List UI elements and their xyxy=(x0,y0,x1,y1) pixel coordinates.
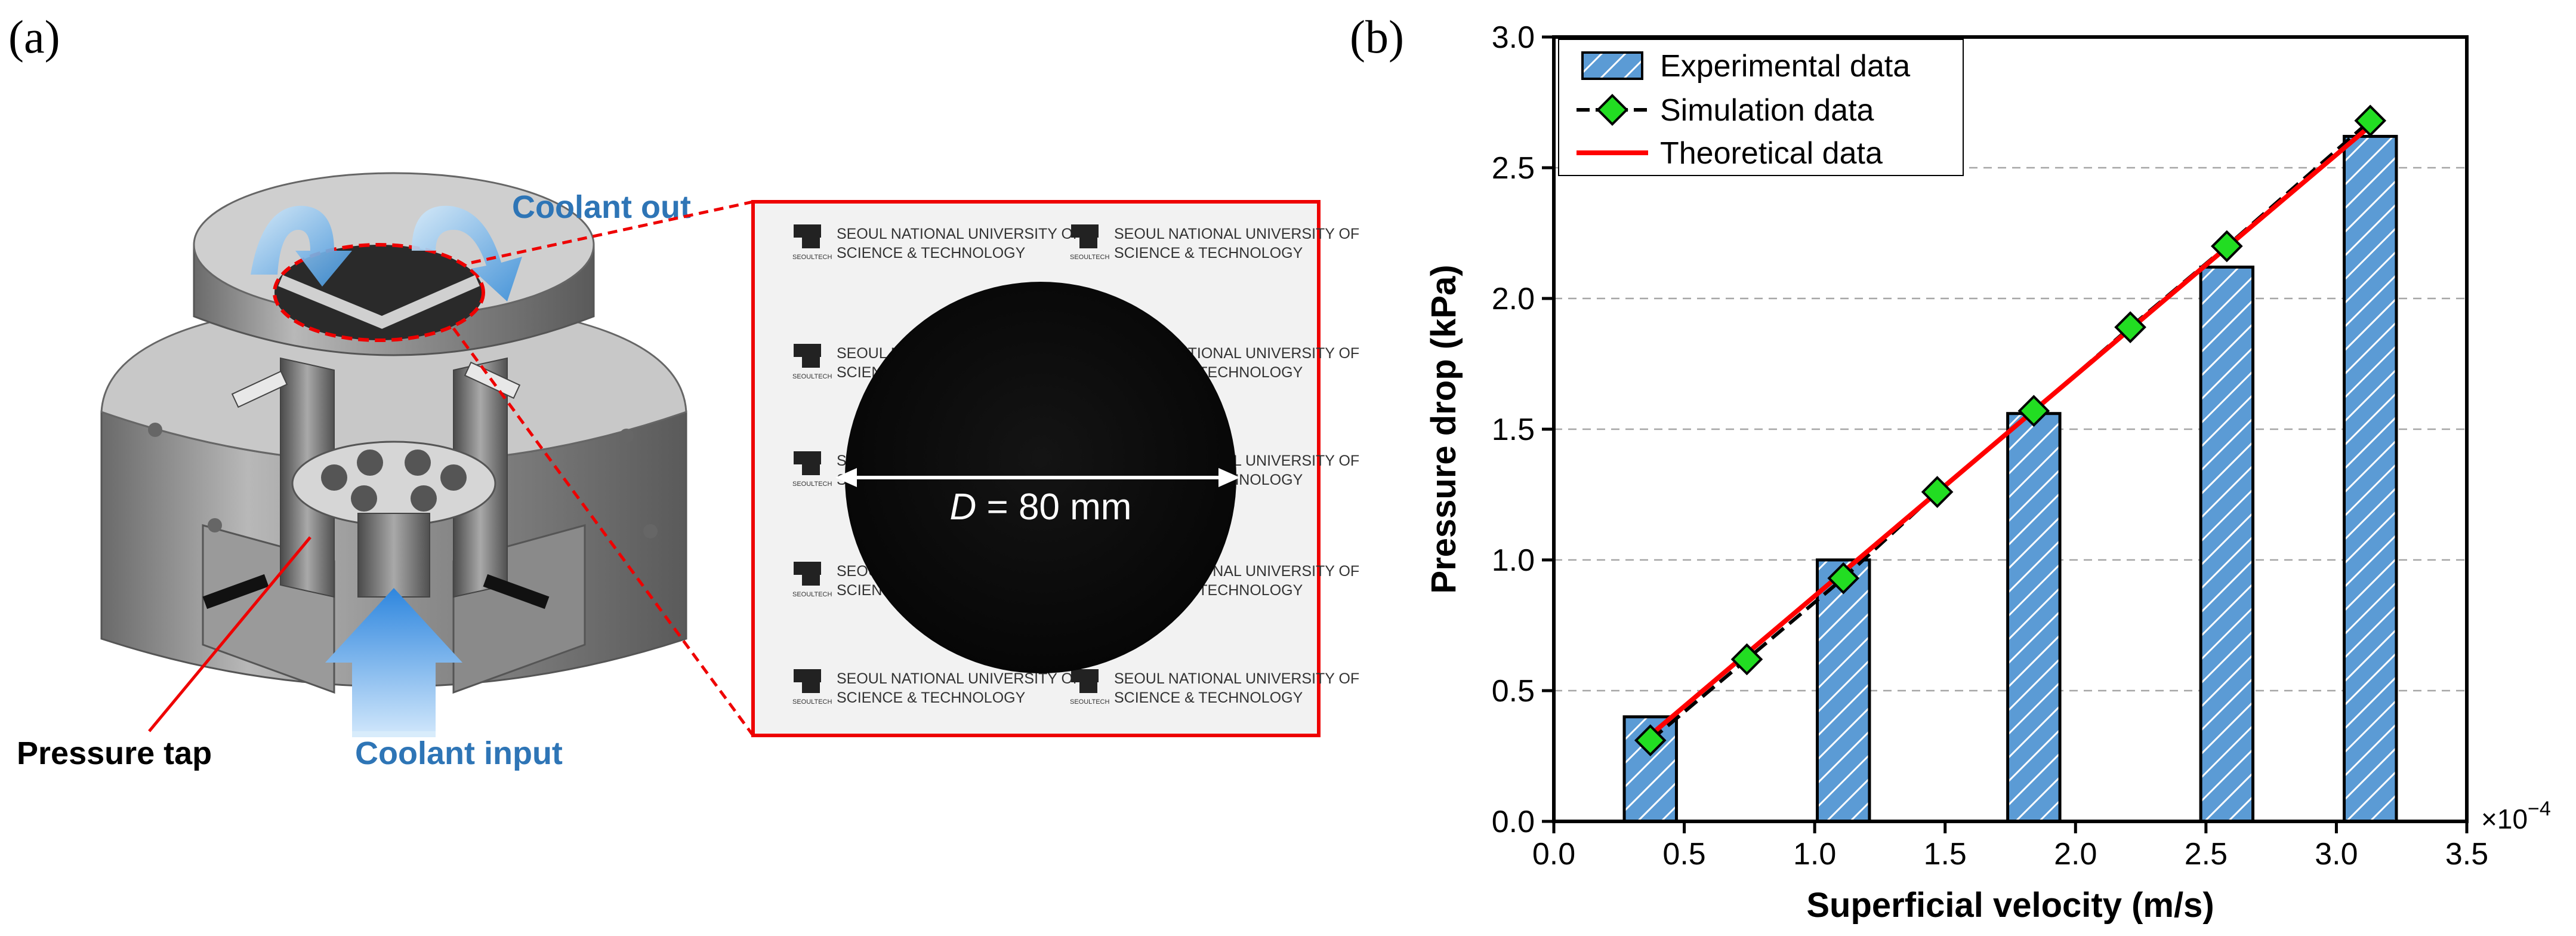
simulation-marker-4 xyxy=(2017,395,2050,427)
seoultech-logo-icon xyxy=(794,562,821,575)
x-tick-label-1: 0.5 xyxy=(1662,837,1705,872)
watermark-line2: SCIENCE & TECHNOLOGY xyxy=(837,689,1026,706)
seoultech-logo-mark xyxy=(1079,238,1097,248)
y-tick-label-4: 2.0 xyxy=(1492,282,1535,316)
dimension-arrow-left-icon xyxy=(835,468,857,487)
watermark-9: SEOULTECH SEOUL NATIONAL UNIVERSITY OF SCI… xyxy=(1070,669,1359,706)
x-tick-label-6: 3.0 xyxy=(2315,837,2358,872)
watermark-line1: SEOUL NATIONAL UNIVERSITY OF xyxy=(837,226,1082,242)
seoultech-logo-mark xyxy=(802,238,820,248)
x-axis-multiplier-base: ×10 xyxy=(2481,803,2528,835)
x-tick-label-7: 3.5 xyxy=(2445,837,2488,872)
dimension-label: D = 80 mm xyxy=(950,487,1132,528)
bar-2 xyxy=(2006,412,2062,823)
theoretical-line xyxy=(1649,124,2372,737)
seoultech-logo-icon xyxy=(1071,224,1099,238)
seoultech-logo-text: SEOULTECH xyxy=(792,698,832,706)
panel-b-label: (b) xyxy=(1350,11,1404,63)
y-tick-label-2: 1.0 xyxy=(1492,543,1535,578)
y-axis-label: Pressure drop (kPa) xyxy=(1424,264,1463,593)
seoultech-logo-text: SEOULTECH xyxy=(1070,254,1109,261)
legend-label-1: Simulation data xyxy=(1660,93,1874,128)
pressure-tap-callout: Pressure tap xyxy=(17,735,212,771)
watermark-1: SEOULTECH SEOUL NATIONAL UNIVERSITY OF SCI… xyxy=(1070,224,1359,261)
seoultech-logo-text: SEOULTECH xyxy=(792,481,832,488)
chart-lines xyxy=(1649,119,2372,742)
simulation-marker-6 xyxy=(2211,230,2243,263)
panel-a: (a) xyxy=(8,11,1359,771)
panel-b: (b) 0.0 0.5 1.0 1.5 2.0 2.5 3.0 3.5 0.0 0.5 1.0 1.5… xyxy=(1350,11,2551,925)
x-tick-label-5: 2.5 xyxy=(2185,837,2228,872)
pressure-tap-leader-line xyxy=(148,536,311,732)
coolant-input-callout: Coolant input xyxy=(355,735,563,771)
simulation-marker-7 xyxy=(2354,104,2387,137)
x-axis-multiplier-exponent: −4 xyxy=(2528,798,2551,820)
zoom-line-bottom xyxy=(452,327,755,737)
watermark-line2: SCIENCE & TECHNOLOGY xyxy=(837,245,1026,261)
watermark-line1: SEOUL NATIONAL UNIVERSITY OF xyxy=(1114,226,1359,242)
seoultech-logo-text: SEOULTECH xyxy=(1070,698,1109,706)
bar-3 xyxy=(2199,265,2255,823)
x-tick-label-2: 1.0 xyxy=(1793,837,1836,872)
legend-swatch-simulation-marker xyxy=(1596,94,1628,126)
seoultech-logo-icon xyxy=(1071,669,1099,682)
seoultech-logo-mark xyxy=(1079,682,1097,693)
x-tick-label-4: 2.0 xyxy=(2054,837,2097,872)
legend-label-0: Experimental data xyxy=(1660,49,1910,84)
x-axis-multiplier: ×10−4 xyxy=(2481,798,2551,835)
seoultech-logo-text: SEOULTECH xyxy=(792,254,832,261)
x-axis-label: Superficial velocity (m/s) xyxy=(1806,886,2214,925)
seoultech-logo-mark xyxy=(802,575,820,586)
seoultech-logo-text: SEOULTECH xyxy=(792,591,832,598)
dimension-value: = 80 mm xyxy=(976,487,1131,528)
axis-ticks: 0.0 0.5 1.0 1.5 2.0 2.5 3.0 3.5 0.0 0.5 1.0 1.5 2.0 2… xyxy=(1492,20,2488,872)
legend-swatch-experimental xyxy=(1581,51,1643,80)
simulation-marker-3 xyxy=(1921,476,1954,508)
y-tick-label-5: 2.5 xyxy=(1492,151,1535,186)
watermark-line1: SEOUL NATIONAL UNIVERSITY OF xyxy=(1114,670,1359,687)
y-tick-label-1: 0.5 xyxy=(1492,674,1535,709)
sample-photo-inset: SEOULTECH SEOUL NATIONAL UNIVERSITY OF SCI… xyxy=(751,200,1359,737)
simulation-marker-5 xyxy=(2114,311,2146,344)
watermark-0: SEOULTECH SEOUL NATIONAL UNIVERSITY OF SCI… xyxy=(792,224,1082,261)
chart-legend: Experimental data Simulation data Theoreti… xyxy=(1558,39,1964,176)
seoultech-logo-text: SEOULTECH xyxy=(792,373,832,380)
pressure-drop-chart: 0.0 0.5 1.0 1.5 2.0 2.5 3.0 3.5 0.0 0.5 1.0 1.5 2.0 2… xyxy=(1424,20,2551,925)
x-tick-label-0: 0.0 xyxy=(1532,837,1575,872)
y-tick-label-3: 1.5 xyxy=(1492,412,1535,447)
y-tick-label-6: 3.0 xyxy=(1492,20,1535,55)
x-tick-label-3: 1.5 xyxy=(1924,837,1967,872)
cutaway-apparatus-illustration xyxy=(100,172,687,737)
watermark-line2: SCIENCE & TECHNOLOGY xyxy=(1114,689,1303,706)
coolant-out-callout: Coolant out xyxy=(512,189,691,225)
dimension-symbol: D xyxy=(950,487,977,528)
simulation-markers xyxy=(1634,104,2387,757)
simulation-marker-0 xyxy=(1634,724,1667,757)
seoultech-logo-mark xyxy=(802,357,820,368)
experimental-bars xyxy=(1622,134,2398,823)
seoultech-logo-mark xyxy=(802,682,820,693)
seoultech-logo-icon xyxy=(794,224,821,238)
panel-a-label: (a) xyxy=(8,11,60,63)
y-tick-label-0: 0.0 xyxy=(1492,805,1535,839)
simulation-marker-1 xyxy=(1730,643,1763,676)
bar-1 xyxy=(1816,558,1871,823)
watermark-line2: SCIENCE & TECHNOLOGY xyxy=(1114,245,1303,261)
simulation-marker-2 xyxy=(1827,562,1860,595)
legend-label-2: Theoretical data xyxy=(1660,136,1883,171)
bar-4 xyxy=(2343,134,2398,823)
zoom-line-top xyxy=(471,200,754,264)
seoultech-logo-icon xyxy=(794,451,821,464)
seoultech-logo-icon xyxy=(794,344,821,357)
dimension-arrow-right-icon xyxy=(1218,468,1240,487)
seoultech-logo-icon xyxy=(794,669,821,682)
seoultech-logo-mark xyxy=(802,464,820,475)
